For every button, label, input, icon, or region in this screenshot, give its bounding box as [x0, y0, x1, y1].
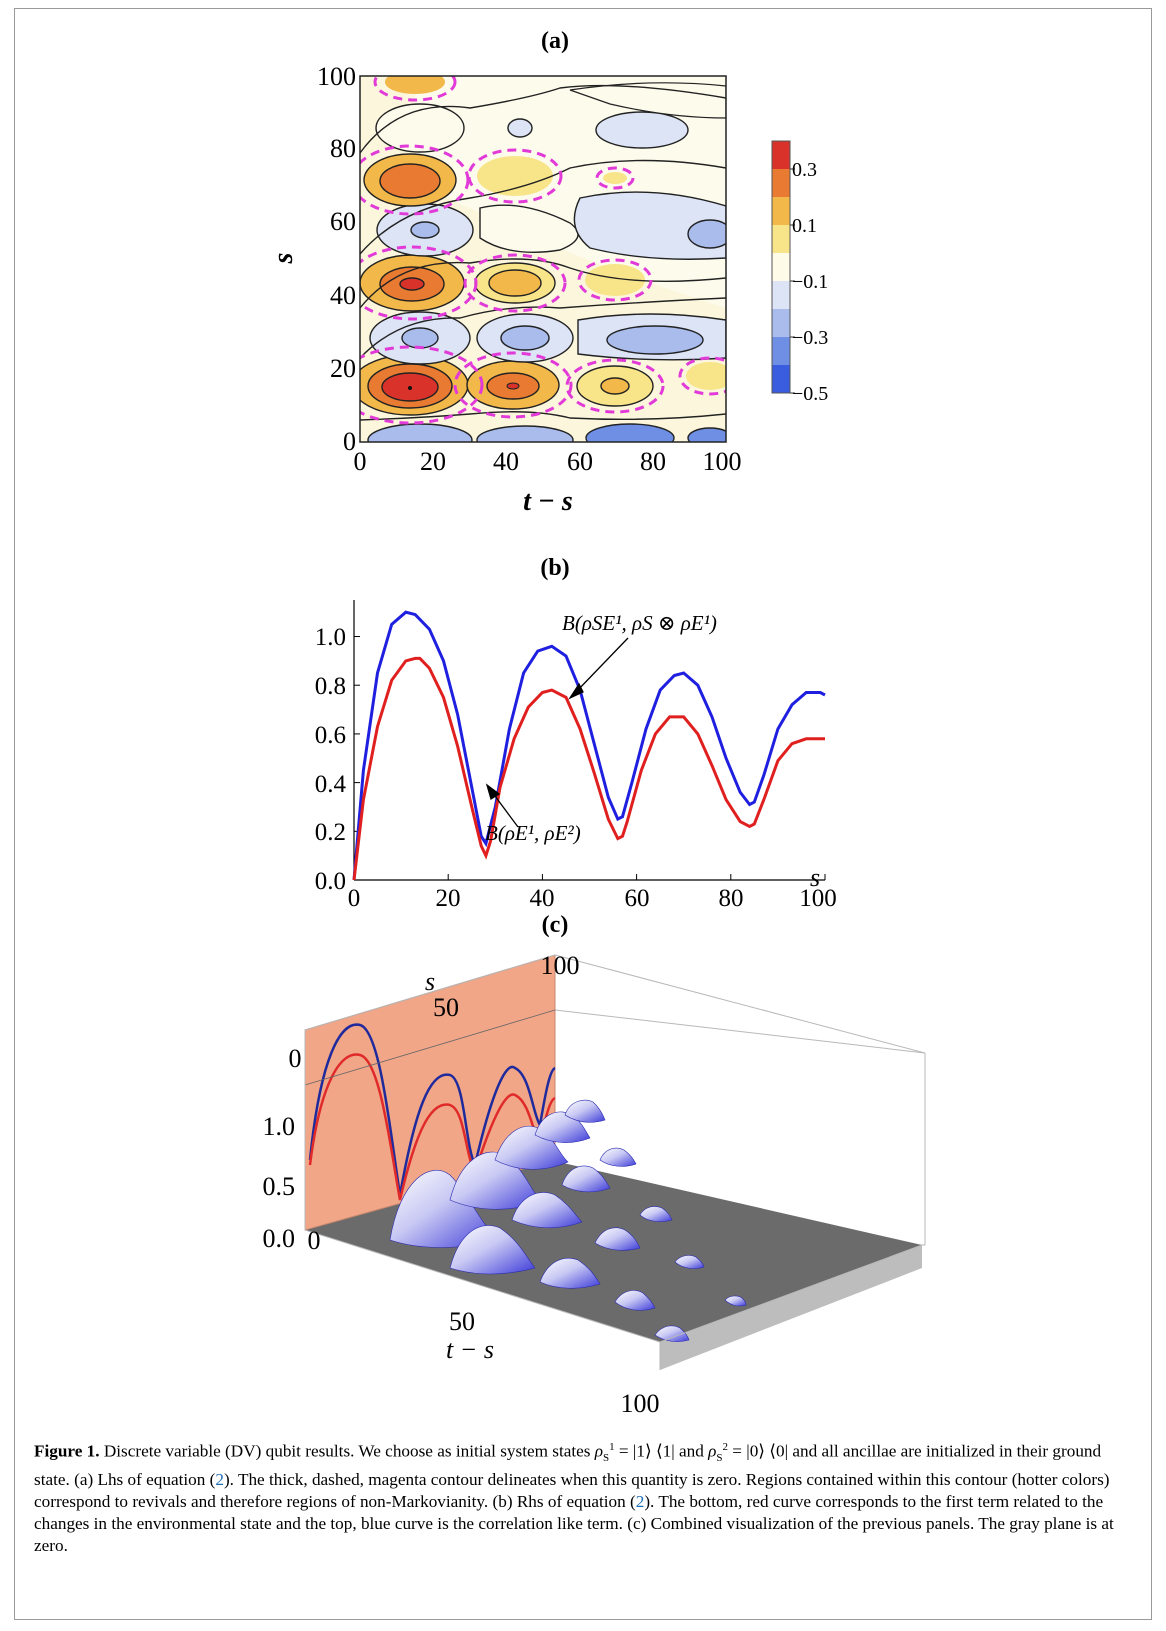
caption-text-3: ). The bottom, red curve corresponds to …: [34, 1492, 1114, 1556]
a-xtick-80: 80: [640, 447, 666, 476]
series-blue-line: [352, 610, 826, 881]
b-xtick-0: 0: [348, 885, 361, 912]
figure-frame: [14, 8, 1152, 1620]
caption-figure-number: Figure 1.: [34, 1441, 100, 1461]
c-ts-tick-100: 100: [621, 1389, 660, 1418]
colorbar-tick-2: −0.1: [792, 271, 828, 293]
caption-rho2: ρ: [708, 1441, 717, 1461]
b-ytick-4: 0.8: [315, 673, 346, 700]
c-ts-tick-0: 0: [308, 1226, 321, 1255]
b-annotation-bottom: B(ρE¹, ρE²): [485, 821, 581, 845]
c-z-tick-0: 0.0: [263, 1224, 296, 1253]
equation-ref-link[interactable]: 2: [215, 1470, 224, 1490]
b-xtick-100: 100: [799, 885, 837, 912]
b-xtick-40: 40: [530, 885, 555, 912]
caption-eq2: = |0⟩ ⟨0| and all ancillae are initializ…: [34, 1441, 1102, 1490]
panel-c-3d-plot: 100 50 0 s 1.0 0.5 0.0 0 50 100 t − s: [263, 951, 926, 1418]
panel-a-label: (a): [541, 28, 569, 54]
b-ytick-1: 0.2: [315, 819, 346, 846]
a-xtick-20: 20: [420, 447, 446, 476]
a-ytick-0: 0: [343, 427, 356, 456]
panel-c-label: (c): [541, 912, 569, 938]
c-z-tick-0.5: 0.5: [263, 1172, 296, 1201]
colorbar-tick-3: −0.3: [792, 327, 828, 349]
a-xtick-100: 100: [703, 447, 742, 476]
c-z-tick-1: 1.0: [263, 1112, 296, 1141]
equation-ref-link-2[interactable]: 2: [635, 1492, 645, 1512]
panel-b-line-chart: 0.0 0.2 0.4 0.6 0.8 1.0 0 20 40 60 80 10…: [315, 600, 837, 912]
panel-a-contour-plot: 0 20 40 60 80 100 0 20 40 60 80 100 t − …: [270, 62, 828, 517]
a-ytick-60: 60: [330, 207, 356, 236]
caption-text: Discrete variable (DV) qubit results. We…: [99, 1441, 595, 1461]
a-ylabel: s: [270, 252, 299, 264]
c-s-tick-0: 0: [289, 1044, 302, 1073]
b-annotation-top: B(ρSE¹, ρS ⊗ ρE¹): [562, 611, 717, 635]
a-ytick-80: 80: [330, 134, 356, 163]
a-xtick-0: 0: [354, 447, 367, 476]
caption-rho2-sub: S: [716, 1452, 723, 1465]
colorbar-tick-1: 0.1: [792, 215, 817, 237]
series-red-line: [352, 656, 825, 881]
b-xtick-20: 20: [436, 885, 461, 912]
a-ytick-40: 40: [330, 281, 356, 310]
b-ytick-5: 1.0: [315, 624, 346, 651]
caption-rho2-sup: 2: [722, 1441, 728, 1453]
caption-eq1: = |1⟩ ⟨1| and: [614, 1441, 709, 1461]
c-ts-label: t − s: [446, 1335, 494, 1364]
b-xtick-60: 60: [625, 885, 650, 912]
b-ytick-3: 0.6: [315, 722, 346, 749]
caption-rho1: ρ: [594, 1441, 603, 1461]
c-s-tick-100: 100: [541, 951, 580, 980]
c-s-label: s: [425, 967, 435, 996]
a-xtick-40: 40: [493, 447, 519, 476]
b-ytick-0: 0.0: [315, 868, 346, 895]
caption-rho1-sub: S: [603, 1452, 610, 1465]
panel-b-label: (b): [540, 555, 570, 581]
colorbar-tick-0: 0.3: [792, 159, 817, 181]
b-ytick-2: 0.4: [315, 771, 347, 798]
a-xtick-60: 60: [567, 447, 593, 476]
a-ytick-100: 100: [317, 62, 356, 91]
b-xtick-80: 80: [719, 885, 744, 912]
colorbar: [771, 140, 795, 394]
c-s-tick-50: 50: [433, 993, 459, 1022]
a-ytick-20: 20: [330, 354, 356, 383]
annotation-arrows: [485, 637, 629, 828]
c-ts-tick-50: 50: [449, 1307, 475, 1336]
figure-caption: Figure 1. Discrete variable (DV) qubit r…: [34, 1436, 1134, 1557]
colorbar-tick-4: −0.5: [792, 383, 828, 405]
b-xlabel: s: [810, 863, 820, 892]
caption-text-2: ). The thick, dashed, magenta contour de…: [34, 1470, 1110, 1512]
a-xlabel: t − s: [523, 486, 573, 517]
caption-rho1-sup: 1: [609, 1441, 615, 1453]
